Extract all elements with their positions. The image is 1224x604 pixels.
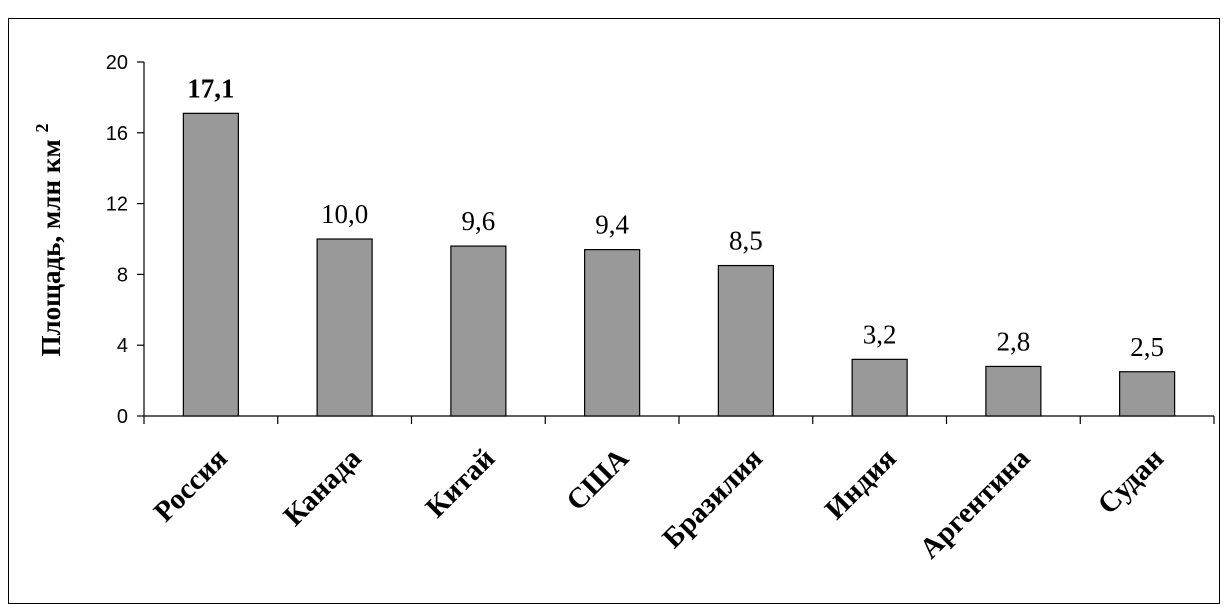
data-label: 9,6 xyxy=(462,206,496,236)
category-label: Бразилия xyxy=(657,442,769,554)
y-tick-label: 12 xyxy=(106,194,128,216)
category-label: Аргентина xyxy=(914,442,1037,565)
y-tick-label: 0 xyxy=(117,406,128,428)
category-label: Россия xyxy=(148,442,234,528)
category-label: Индия xyxy=(819,442,903,526)
category-label: Китай xyxy=(420,442,502,524)
labels: 17,1 Россия 10,0 Канада 9,6 Китай 9,4 США 8,5 Бра… xyxy=(148,73,1170,565)
y-axis-title: Площадь, млн км 2 xyxy=(32,124,66,357)
data-label: 17,1 xyxy=(187,73,234,103)
bar xyxy=(584,249,641,417)
category-label: США xyxy=(560,442,635,517)
y-tick-label: 16 xyxy=(106,123,128,145)
y-axis-title-text: Площадь, млн км xyxy=(36,139,66,356)
data-label: 9,4 xyxy=(595,210,629,240)
bar xyxy=(1119,371,1176,417)
data-label: 8,5 xyxy=(729,226,763,256)
data-label: 2,5 xyxy=(1130,332,1164,362)
bar xyxy=(717,264,774,417)
bar xyxy=(985,365,1042,417)
y-tick-label: 4 xyxy=(117,335,128,357)
bar xyxy=(450,245,507,417)
y-tick-label: 8 xyxy=(117,264,128,286)
data-label: 3,2 xyxy=(863,319,897,349)
y-axis-title-superscript: 2 xyxy=(32,124,52,133)
bar xyxy=(316,238,373,417)
bar xyxy=(851,358,908,417)
category-label: Судан xyxy=(1092,442,1170,520)
data-label: 10,0 xyxy=(321,199,368,229)
bar xyxy=(182,112,239,417)
category-label: Канада xyxy=(277,442,368,533)
bars xyxy=(182,112,1176,417)
axes: 0 4 8 12 16 20 xyxy=(106,52,1215,428)
y-tick-label: 20 xyxy=(106,52,128,74)
data-label: 2,8 xyxy=(997,326,1031,356)
